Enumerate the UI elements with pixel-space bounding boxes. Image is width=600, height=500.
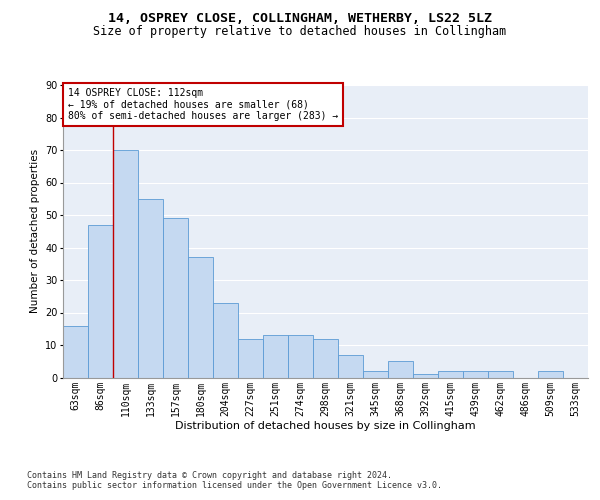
Bar <box>163 218 188 378</box>
Bar <box>188 257 213 378</box>
Bar <box>363 371 388 378</box>
Bar <box>63 326 88 378</box>
Bar <box>138 198 163 378</box>
Bar <box>88 225 113 378</box>
Y-axis label: Number of detached properties: Number of detached properties <box>29 149 40 314</box>
Bar <box>288 335 313 378</box>
Bar <box>388 361 413 378</box>
Text: 14, OSPREY CLOSE, COLLINGHAM, WETHERBY, LS22 5LZ: 14, OSPREY CLOSE, COLLINGHAM, WETHERBY, … <box>108 12 492 26</box>
Bar <box>238 338 263 378</box>
Text: Contains HM Land Registry data © Crown copyright and database right 2024.: Contains HM Land Registry data © Crown c… <box>27 471 392 480</box>
Bar <box>263 335 288 378</box>
Text: Size of property relative to detached houses in Collingham: Size of property relative to detached ho… <box>94 25 506 38</box>
Bar <box>213 302 238 378</box>
Text: 14 OSPREY CLOSE: 112sqm
← 19% of detached houses are smaller (68)
80% of semi-de: 14 OSPREY CLOSE: 112sqm ← 19% of detache… <box>68 88 338 121</box>
Bar <box>438 371 463 378</box>
Bar <box>488 371 513 378</box>
Bar <box>338 355 363 378</box>
Bar <box>113 150 138 378</box>
Bar <box>413 374 438 378</box>
X-axis label: Distribution of detached houses by size in Collingham: Distribution of detached houses by size … <box>175 421 476 431</box>
Bar <box>463 371 488 378</box>
Bar <box>538 371 563 378</box>
Bar <box>313 338 338 378</box>
Text: Contains public sector information licensed under the Open Government Licence v3: Contains public sector information licen… <box>27 481 442 490</box>
